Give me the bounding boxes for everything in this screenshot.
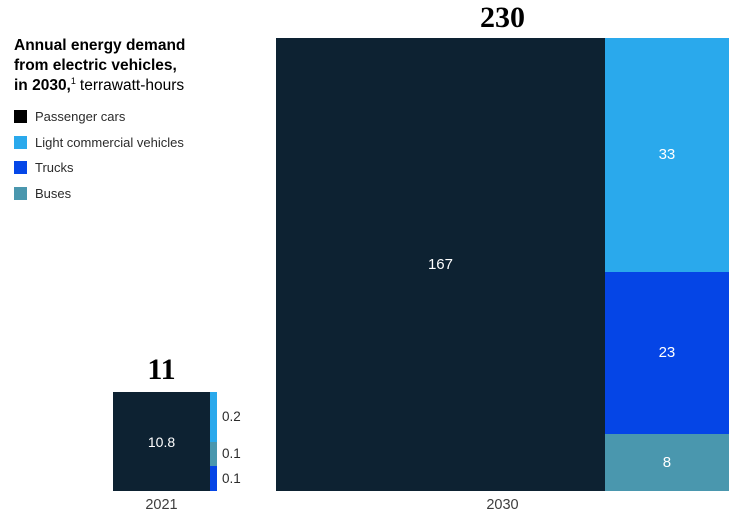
legend-item-passenger-cars: Passenger cars (14, 110, 184, 123)
bar-2030-trucks-segment: 23 (604, 271, 729, 435)
bar-2030-buses-segment: 8 (604, 434, 729, 491)
bar-2021-passenger-cars-segment: 10.8 (113, 392, 210, 491)
legend-item-light-commercial-vehicles: Light commercial vehicles (14, 134, 184, 150)
legend-label: Trucks (35, 160, 74, 175)
legend-label: Passenger cars (35, 109, 126, 124)
bar-2030-total-label: 230 (480, 1, 525, 34)
legend-item-buses: Buses (14, 185, 184, 201)
bar-2021-trucks-value: 0.1 (222, 471, 241, 487)
bar-2030-buses-value: 8 (662, 454, 672, 472)
bar-2030-passenger-cars-value: 167 (427, 256, 453, 273)
legend-item-trucks: Trucks (14, 161, 184, 174)
title-line-2: from electric vehicles, (14, 57, 177, 74)
legend-label: Buses (35, 185, 72, 201)
title-unit: terrawatt-hours (79, 77, 185, 94)
bar-2021-buses-value: 0.1 (222, 446, 241, 462)
side-label-row: 0.1 (222, 442, 241, 467)
bar-2021-passenger-cars-value: 10.8 (147, 433, 176, 450)
bar-2021-light-commercial-vehicles-segment (210, 392, 217, 442)
bar-2030-light-commercial-vehicles-value: 33 (658, 146, 676, 164)
legend-label: Light commercial vehicles (35, 134, 184, 150)
bar-2021-side-stack (210, 392, 217, 491)
x-axis-label-2021: 2021 (145, 497, 178, 513)
buses-swatch-icon (14, 186, 27, 200)
bar-2030-trucks-value: 23 (658, 344, 676, 362)
bar-2030-passenger-cars-segment: 167 (276, 38, 605, 491)
footnote-marker: 1 (70, 75, 76, 86)
bar-2030: 167 33 23 8 (276, 38, 729, 491)
title-line-1: Annual energy demand (14, 37, 186, 54)
legend: Passenger cars Light commercial vehicles… (14, 110, 184, 200)
chart-title: Annual energy demand from electric vehic… (14, 36, 185, 96)
title-line-3-bold: in 2030, (14, 77, 71, 94)
side-label-row: 0.2 (222, 392, 241, 442)
bar-2021: 10.8 (113, 392, 217, 491)
passenger-cars-swatch-icon (14, 110, 27, 123)
bar-2021-light-commercial-vehicles-value: 0.2 (222, 409, 241, 425)
side-label-row: 0.1 (222, 466, 241, 491)
light-commercial-vehicles-swatch-icon (14, 135, 27, 149)
bar-2021-total-label: 11 (147, 353, 176, 386)
x-axis-label-2030: 2030 (486, 497, 519, 513)
bar-2021-buses-segment (210, 441, 217, 467)
trucks-swatch-icon (14, 161, 27, 174)
bar-2030-side-stack: 33 23 8 (604, 38, 729, 491)
bar-2021-trucks-segment (210, 466, 217, 491)
bar-2021-side-value-labels: 0.2 0.1 0.1 (222, 392, 241, 491)
bar-2030-light-commercial-vehicles-segment: 33 (604, 38, 729, 272)
